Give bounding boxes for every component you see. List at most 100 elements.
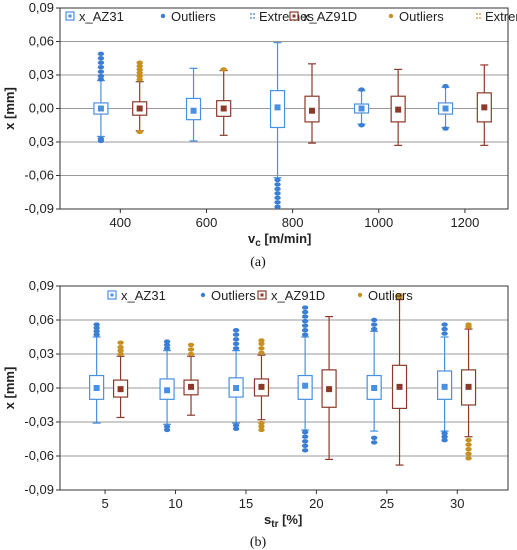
outlier-point	[258, 341, 265, 346]
outlier-point	[97, 56, 105, 61]
legend-box-icon-dot	[260, 293, 264, 297]
outlier-point	[441, 326, 448, 332]
outlier-point	[465, 456, 472, 461]
median-marker	[481, 104, 488, 111]
median-marker	[442, 105, 449, 112]
x-axis-label: str [%]	[264, 512, 302, 530]
box-x_AZ31	[228, 328, 244, 431]
x-tick-label: 400	[109, 215, 131, 230]
outlier-point	[301, 443, 309, 448]
outlier-point	[301, 318, 309, 324]
box-x_AZ31	[93, 51, 109, 144]
y-tick-label: 0,03	[29, 67, 54, 82]
outlier-point	[258, 350, 265, 356]
legend-label: Extremes	[259, 9, 314, 24]
outlier-point	[163, 339, 171, 344]
box-x_AZ31	[437, 322, 453, 443]
outlier-point	[301, 314, 309, 319]
box-x_AZ91D	[132, 60, 148, 135]
outlier-point	[274, 182, 281, 187]
legend-label: Outliers	[399, 9, 444, 24]
legend-label: Outliers	[171, 9, 216, 24]
outlier-point	[274, 195, 281, 201]
legend-box-icon-dot	[110, 293, 114, 297]
y-tick-label: 0,06	[29, 312, 54, 327]
plot-frame	[59, 285, 509, 491]
outlier-point	[97, 60, 105, 65]
legend-label: x_AZ91D	[303, 9, 357, 24]
median-marker	[93, 385, 100, 391]
legend-extreme-icon	[253, 13, 255, 15]
chart-panel-a: -0,09 -0,06 0,03 0,00 0,03 0,06 0,09 400 600 800 1…	[2, 0, 517, 270]
median-marker	[371, 385, 378, 391]
box-x_AZ91D	[460, 322, 477, 461]
outlier-point	[274, 200, 281, 205]
outlier-point	[232, 341, 240, 346]
outlier-point	[370, 440, 378, 445]
outlier-point	[370, 326, 378, 332]
box-x_AZ91D	[476, 64, 492, 146]
outlier-point	[232, 328, 240, 333]
y-tick-label: 0,09	[29, 278, 54, 293]
outlier-point	[441, 434, 448, 439]
legend-label: x_AZ31	[79, 9, 124, 24]
median-marker	[441, 383, 448, 390]
box-x_AZ91D	[321, 316, 337, 460]
y-tick-label: 0,09	[29, 0, 54, 15]
x-tick-label: 800	[282, 215, 304, 230]
median-marker	[396, 383, 403, 390]
box-x_AZ91D	[253, 338, 270, 433]
x-tick-label: 30	[450, 496, 464, 511]
outlier-point	[136, 70, 143, 75]
outlier-point	[232, 426, 240, 431]
outlier-point	[441, 431, 448, 436]
legend: x_AZ31 Outliers x_AZ91D Outliers	[107, 288, 413, 303]
outlier-point	[465, 447, 472, 452]
outlier-point	[442, 83, 449, 89]
box-x_AZ31	[437, 83, 454, 131]
outlier-point	[136, 73, 143, 79]
y-axis-label: x [mm]	[2, 367, 17, 410]
legend-label: Extremes	[485, 9, 517, 24]
y-tick-label: -0,09	[24, 482, 54, 497]
median-marker	[274, 104, 281, 111]
box-x_AZ91D	[112, 340, 129, 419]
y-tick-label: 0,00	[29, 101, 54, 116]
outlier-point	[187, 342, 195, 348]
x-axis-label: vc [m/min]	[248, 231, 311, 249]
outlier-point	[97, 64, 105, 70]
legend-label: x_AZ31	[121, 288, 166, 303]
legend-outlier-icon	[388, 13, 394, 19]
y-axis-label: x [mm]	[2, 87, 17, 130]
outlier-point	[136, 77, 143, 82]
outlier-point	[301, 309, 309, 315]
outlier-point	[465, 451, 472, 456]
median-marker	[136, 105, 143, 112]
box-x_AZ91D	[304, 63, 320, 144]
legend-box-icon-dot	[68, 14, 72, 18]
median-marker	[97, 105, 104, 112]
outlier-point	[97, 73, 105, 79]
legend-label: Outliers	[211, 288, 256, 303]
legend-outlier-icon	[160, 13, 166, 19]
box-x_AZ31	[353, 87, 370, 128]
legend-label: x_AZ91D	[271, 288, 325, 303]
median-marker	[326, 386, 333, 393]
median-marker	[188, 383, 195, 390]
legend-extreme-icon	[250, 17, 252, 19]
outlier-point	[258, 346, 265, 351]
median-marker	[358, 105, 365, 112]
y-tick-label: -0,03	[24, 414, 54, 429]
outlier-point	[93, 322, 100, 327]
outlier-point	[258, 427, 265, 433]
outlier-point	[97, 138, 105, 144]
box-x_AZ91D	[390, 68, 406, 146]
outlier-point	[370, 317, 378, 323]
box-x_AZ91D	[216, 67, 232, 136]
x-tick-label: 15	[239, 496, 253, 511]
outlier-point	[301, 305, 309, 310]
outlier-point	[441, 331, 448, 336]
outlier-point	[301, 439, 309, 444]
